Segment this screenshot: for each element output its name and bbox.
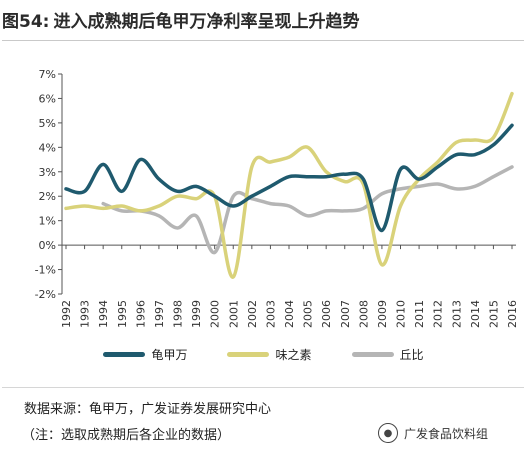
x-tick-label: 2010 [395, 300, 408, 328]
figure-title: 进入成熟期后龟甲万净利率呈现上升趋势 [53, 11, 360, 32]
legend-item-0: 龟甲万 [103, 343, 187, 365]
figure-number: 图54: [2, 11, 50, 32]
x-tick-label: 2004 [283, 300, 296, 328]
series-line-2 [101, 165, 514, 255]
series-line-0 [64, 123, 514, 233]
x-tick-label: 1993 [79, 300, 92, 328]
x-tick-label: 2000 [209, 300, 222, 328]
y-tick-label: 3% [39, 166, 56, 179]
y-tick-label: 1% [39, 215, 56, 228]
legend-label: 龟甲万 [151, 347, 188, 362]
x-tick-label: 2009 [376, 300, 389, 328]
y-tick-label: 0% [39, 239, 56, 252]
x-tick-label: 1994 [97, 300, 110, 328]
y-tick-label: 5% [39, 117, 56, 130]
chart-legend: 龟甲万 味之素 丘比 [0, 343, 527, 365]
y-tick-label: 6% [39, 92, 56, 105]
legend-swatch [351, 351, 394, 357]
x-tick-label: 1995 [116, 300, 129, 328]
y-tick-label: -2% [35, 288, 56, 301]
figure-header: 图54: 进入成熟期后龟甲万净利率呈现上升趋势 [2, 6, 502, 32]
x-tick-label: 2008 [357, 300, 370, 328]
x-tick-label: 1997 [153, 300, 166, 328]
y-tick-label: 2% [39, 190, 56, 203]
x-tick-label: 2012 [432, 300, 445, 328]
legend-item-1: 味之素 [227, 343, 312, 365]
x-tick-label: 2014 [469, 300, 482, 328]
data-note: （注：选取成熟期后各企业的数据） [22, 428, 231, 443]
x-tick-label: 2007 [339, 300, 352, 328]
x-tick-label: 1999 [190, 300, 203, 328]
y-tick-label: 7% [39, 68, 56, 81]
legend-label: 味之素 [275, 347, 312, 362]
x-tick-label: 1992 [60, 300, 73, 328]
x-tick-label: 2002 [246, 300, 259, 328]
x-tick-label: 1998 [172, 300, 185, 328]
legend-swatch [227, 351, 270, 357]
data-source: 数据来源：龟甲万，广发证券发展研究中心 [24, 402, 272, 417]
x-tick-label: 2001 [227, 300, 240, 328]
x-tick-label: 2005 [302, 300, 315, 328]
header-divider [2, 40, 524, 41]
footer-divider [2, 387, 524, 388]
x-tick-label: 2015 [487, 300, 500, 328]
legend-label: 丘比 [399, 347, 424, 362]
series-line-1 [64, 91, 514, 279]
x-tick-label: 1996 [134, 300, 147, 328]
line-chart: -2% -1% 0% 1% 2% 3% 4% 5% 6% 7% 1992 1993 1994 1995 19… [35, 68, 519, 328]
legend-item-2: 丘比 [351, 343, 424, 365]
x-tick-label: 2016 [506, 300, 519, 328]
wechat-icon: ● [378, 423, 398, 443]
x-tick-label: 2013 [450, 300, 463, 328]
x-tick-label: 2011 [413, 300, 426, 328]
watermark-text: 广发食品饮料组 [404, 426, 489, 441]
y-tick-label: -1% [35, 264, 56, 277]
x-tick-label: 2006 [320, 300, 333, 328]
x-tick-label: 2003 [264, 300, 277, 328]
watermark: ● 广发食品饮料组 [378, 422, 488, 444]
legend-swatch [103, 351, 146, 357]
y-tick-label: 4% [39, 141, 56, 154]
